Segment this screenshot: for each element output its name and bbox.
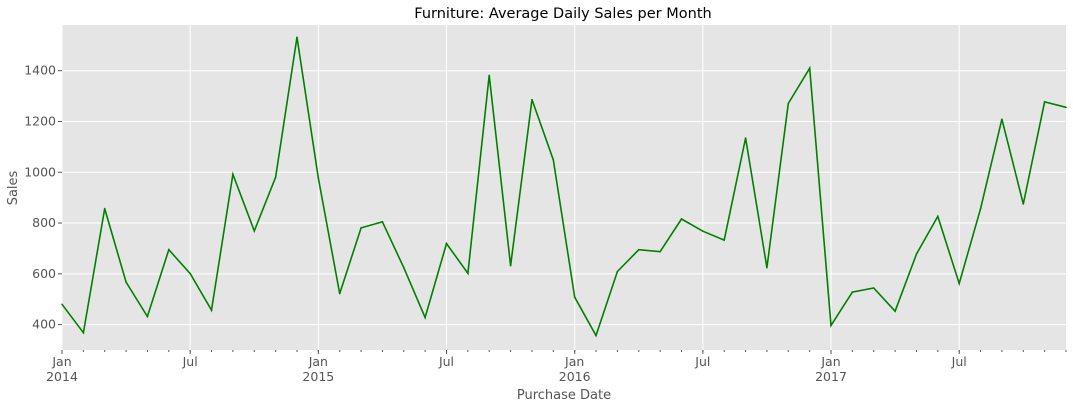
y-tick-label: 1400 [24, 63, 56, 78]
data-point [317, 177, 320, 179]
data-point [744, 137, 747, 139]
x-tick-year-label: 2014 [46, 369, 78, 384]
x-tick-label: Jul [182, 354, 198, 369]
data-point [637, 248, 640, 251]
data-point [253, 230, 256, 232]
data-point [808, 67, 811, 69]
data-point [958, 282, 960, 285]
x-tick-label: Jul [951, 354, 967, 369]
y-axis-ticks: 400 600 800 1000 1200 1400 [24, 63, 62, 332]
y-tick-label: 600 [32, 266, 56, 281]
data-point [552, 159, 555, 161]
data-point [424, 316, 426, 319]
data-point [467, 272, 469, 275]
data-point [1001, 118, 1003, 120]
data-point [168, 248, 170, 251]
x-tick-label: Jan [564, 354, 584, 369]
data-point [595, 334, 597, 337]
x-axis-label: Purchase Date [517, 388, 611, 403]
data-point [830, 324, 832, 327]
data-point [360, 227, 362, 229]
data-point [531, 98, 533, 101]
data-point [851, 291, 854, 293]
data-point [488, 74, 491, 77]
y-axis-label: Sales [6, 170, 21, 205]
x-tick-label: Jan [308, 354, 328, 369]
data-point [616, 270, 619, 273]
data-point [61, 303, 63, 306]
series-line [61, 37, 1067, 338]
x-tick-year-label: 2016 [559, 369, 591, 384]
data-point [296, 36, 298, 38]
data-point [338, 292, 341, 295]
x-tick-label: Jan [820, 354, 840, 369]
data-point [381, 220, 384, 223]
data-point [894, 310, 896, 312]
data-point [979, 207, 982, 210]
data-point [82, 331, 85, 334]
y-tick-label: 800 [32, 215, 56, 230]
data-point [402, 266, 405, 269]
data-point [103, 207, 106, 210]
y-tick-label: 1000 [24, 164, 56, 179]
plot-area [62, 25, 1066, 350]
data-point [509, 264, 512, 267]
data-point [146, 315, 149, 318]
data-point [210, 309, 213, 311]
data-point [937, 215, 939, 218]
data-point [1022, 203, 1025, 205]
x-tick-label: Jul [694, 354, 710, 369]
data-point [787, 102, 790, 105]
data-point [872, 287, 875, 289]
data-point [766, 266, 768, 269]
data-point [702, 230, 704, 232]
data-point [1065, 106, 1067, 109]
data-point [723, 239, 726, 241]
data-point [232, 173, 234, 176]
data-point [680, 218, 683, 220]
y-tick-label: 400 [32, 317, 56, 332]
x-tick-label: Jul [438, 354, 454, 369]
chart-title: Furniture: Average Daily Sales per Month [414, 6, 711, 22]
y-tick-label: 1200 [24, 113, 56, 128]
data-point [445, 242, 448, 245]
data-point [915, 253, 918, 255]
data-point [1043, 101, 1046, 103]
data-point [125, 281, 127, 284]
data-point [573, 296, 576, 298]
data-point [189, 272, 191, 275]
data-point [659, 250, 661, 253]
x-tick-label: Jan [51, 354, 71, 369]
data-point [274, 176, 277, 179]
x-tick-year-label: 2015 [302, 369, 334, 384]
series-layer [61, 36, 1067, 338]
x-tick-year-label: 2017 [815, 369, 847, 384]
